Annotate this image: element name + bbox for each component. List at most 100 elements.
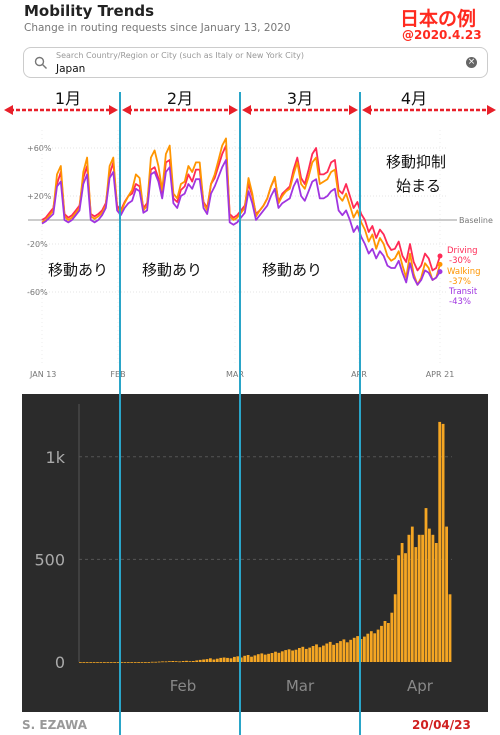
bar xyxy=(397,555,400,662)
legend-driving-value: -30% xyxy=(449,256,471,266)
bar xyxy=(174,661,178,662)
bar xyxy=(349,639,353,662)
bar xyxy=(243,655,247,662)
bar xyxy=(147,662,151,663)
bar xyxy=(301,646,305,662)
bar xyxy=(233,656,236,662)
bar xyxy=(304,648,308,662)
bar xyxy=(325,643,329,662)
month-arrow-0 xyxy=(4,105,118,115)
bar xyxy=(116,662,120,663)
bar xyxy=(168,661,171,662)
bar xyxy=(239,657,243,662)
search-placeholder: Search Country/Region or City (such as I… xyxy=(56,51,304,60)
bar xyxy=(424,508,428,662)
bar xyxy=(202,659,205,662)
bar xyxy=(120,662,123,663)
page-title: Mobility Trends xyxy=(24,2,155,20)
bar xyxy=(82,662,86,663)
bar xyxy=(222,657,226,662)
line-x-tick: FEB xyxy=(110,370,125,379)
bar xyxy=(270,653,274,662)
month-arrow-3 xyxy=(362,105,496,115)
bar xyxy=(373,633,377,662)
bar xyxy=(284,650,288,662)
bar xyxy=(366,633,370,662)
footer-date: 20/04/23 xyxy=(412,718,471,732)
bar xyxy=(322,645,325,662)
annotation-move-1: 移動あり xyxy=(48,261,108,279)
bar xyxy=(256,654,260,662)
bar xyxy=(291,650,294,662)
bar xyxy=(198,659,202,662)
clear-icon[interactable]: × xyxy=(466,57,477,68)
bar xyxy=(376,629,380,662)
search-input[interactable]: Japan xyxy=(56,63,86,75)
bar xyxy=(393,594,397,662)
bar xyxy=(274,651,277,662)
bar xyxy=(380,625,383,662)
bar xyxy=(448,594,452,662)
bar xyxy=(438,421,442,662)
month-label-jan: 1月 xyxy=(55,89,81,108)
bar xyxy=(144,662,147,663)
bar xyxy=(109,662,113,663)
bar xyxy=(246,655,250,662)
annotation-restrict-1: 移動抑制 xyxy=(386,153,446,171)
bar xyxy=(431,534,435,662)
annotation-move-2: 移動あり xyxy=(142,261,202,279)
search-box[interactable]: Search Country/Region or City (such as I… xyxy=(23,47,488,78)
legend-walking-value: -37% xyxy=(449,277,471,287)
bar xyxy=(400,543,404,662)
bar xyxy=(363,636,366,662)
line-x-tick: JAN 13 xyxy=(29,370,56,379)
bar xyxy=(191,661,195,662)
bar xyxy=(219,657,223,662)
baseline-label: Baseline xyxy=(459,216,493,225)
bar-x-tick: Feb xyxy=(170,677,197,695)
bar xyxy=(311,646,315,662)
bar xyxy=(103,662,106,663)
bar xyxy=(352,637,356,662)
bar xyxy=(188,661,192,662)
month-label-mar: 3月 xyxy=(287,89,313,108)
bar xyxy=(263,654,267,662)
bar xyxy=(154,661,158,663)
bar xyxy=(123,662,127,663)
bar-y-tick: 500 xyxy=(34,550,65,569)
bar-x-tick: Apr xyxy=(407,677,434,695)
bar-x-tick: Mar xyxy=(286,677,315,695)
bar xyxy=(92,662,96,663)
bar xyxy=(178,661,181,663)
bar xyxy=(209,658,212,662)
bar xyxy=(407,534,411,662)
bar xyxy=(383,621,387,662)
bar xyxy=(387,623,390,662)
line-x-tick: MAR xyxy=(226,370,244,379)
bar xyxy=(414,547,418,662)
bar xyxy=(445,526,448,662)
bar xyxy=(280,651,284,662)
series-end-dot-walking xyxy=(437,261,443,267)
bar xyxy=(215,658,219,662)
annotation-date: @2020.4.23 xyxy=(402,28,482,42)
bar xyxy=(315,644,318,662)
bar xyxy=(126,662,130,663)
bar xyxy=(133,662,137,663)
bar xyxy=(157,661,161,663)
credit-label: S. EZAWA xyxy=(22,718,88,732)
bar xyxy=(205,659,209,662)
month-label-apr: 4月 xyxy=(401,89,427,108)
annotation-title: 日本の例 xyxy=(400,8,477,30)
bar xyxy=(260,653,264,662)
bar xyxy=(421,534,424,662)
bar xyxy=(171,661,175,662)
bar xyxy=(417,534,421,662)
month-header: 1月 2月 3月 4月 xyxy=(4,89,496,115)
bar xyxy=(404,553,407,662)
bar xyxy=(277,652,281,662)
series-end-dot-driving xyxy=(437,253,443,259)
bar xyxy=(410,526,414,662)
bar xyxy=(96,662,99,663)
bar xyxy=(342,639,346,662)
